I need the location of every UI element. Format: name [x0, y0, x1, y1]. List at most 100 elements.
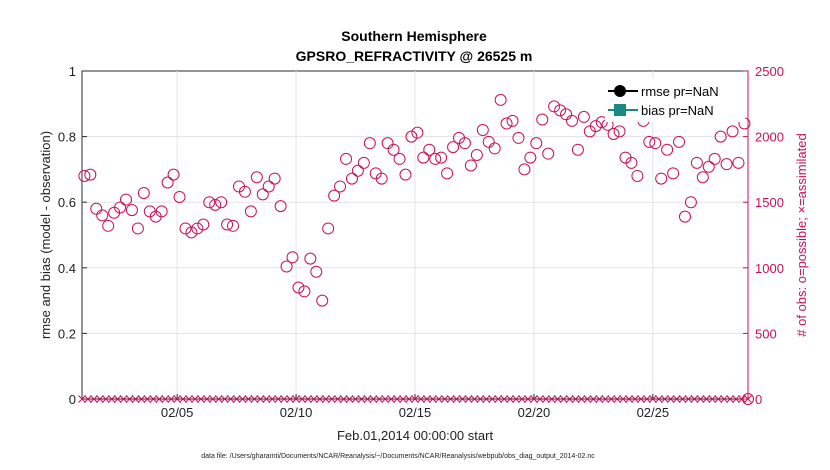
x-stroke [625, 395, 633, 403]
assimilated-point [464, 395, 473, 403]
y-tick-label-right: 0 [755, 392, 762, 407]
possible-point [607, 127, 620, 140]
assimilated-point [726, 395, 735, 403]
x-stroke [268, 395, 277, 403]
possible-point [250, 171, 263, 184]
x-stroke [666, 395, 675, 403]
assimilated-point [595, 395, 604, 403]
assimilated-point [678, 395, 687, 403]
assimilated-point [577, 395, 586, 403]
x-stroke [113, 395, 122, 403]
x-axis-ticks: 02/05 02/10 02/15 02/20 02/25 [161, 394, 669, 420]
x-stroke [316, 395, 324, 403]
possible-point [155, 205, 168, 218]
x-stroke [684, 395, 693, 403]
x-stroke [565, 395, 574, 403]
legend-bias-label: bias pr=NaN [641, 103, 714, 118]
possible-point [84, 168, 97, 181]
possible-point [316, 294, 329, 307]
assimilated-point [440, 395, 449, 403]
x-stroke [339, 395, 348, 403]
x-stroke [411, 395, 419, 403]
x-stroke [351, 395, 360, 403]
assimilated-point [226, 395, 235, 403]
x-stroke [720, 395, 729, 403]
possible-point [548, 100, 561, 113]
possible-point [268, 172, 281, 185]
assimilated-point [601, 395, 610, 403]
x-stroke [494, 395, 503, 403]
x-stroke [244, 395, 253, 403]
assimilated-point [351, 395, 360, 403]
assimilated-point [101, 395, 110, 403]
assimilated-point [262, 395, 271, 403]
assimilated-point [643, 395, 651, 403]
x-stroke [286, 395, 294, 403]
assimilated-point [208, 395, 217, 403]
x-stroke [167, 395, 176, 403]
possible-point [345, 172, 358, 185]
assimilated-point [173, 395, 181, 403]
assimilated-point [357, 395, 366, 403]
assimilated-point [399, 395, 407, 403]
assimilated-point [690, 395, 699, 403]
x-stroke [571, 395, 580, 403]
possible-point [696, 171, 709, 184]
right-axis-ticks: 0 500 1000 1500 2000 2500 [743, 64, 784, 407]
y-tick-label-right: 2500 [755, 64, 784, 79]
x-stroke [536, 395, 544, 403]
x-stroke [363, 395, 372, 403]
x-stroke [583, 395, 592, 403]
possible-point-end [742, 393, 754, 405]
x-stroke [524, 395, 532, 403]
x-stroke [137, 395, 146, 403]
assimilated-point [119, 395, 128, 403]
possible-series [78, 93, 751, 307]
assimilated-point [744, 395, 752, 403]
x-tick-label: 02/25 [637, 405, 670, 420]
x-stroke [131, 395, 140, 403]
assimilated-point [363, 395, 372, 403]
possible-point [244, 205, 257, 218]
possible-point [227, 219, 240, 232]
assimilated-point [131, 395, 140, 403]
assimilated-point [232, 395, 241, 403]
chart-subtitle: GPSRO_REFRACTIVITY @ 26525 m [296, 48, 533, 64]
x-tick-label: 02/05 [161, 405, 194, 420]
x-stroke [238, 395, 247, 403]
assimilated-point [708, 395, 717, 403]
possible-point [708, 152, 721, 165]
possible-point [137, 187, 150, 200]
assimilated-point [553, 395, 562, 403]
possible-point [322, 222, 335, 235]
x-stroke [280, 395, 289, 403]
possible-point [613, 125, 626, 138]
assimilated-point [446, 395, 455, 403]
x-stroke [197, 395, 205, 403]
x-stroke [637, 395, 645, 403]
x-stroke [482, 395, 491, 403]
x-stroke [78, 395, 86, 403]
x-stroke [220, 395, 229, 403]
assimilated-point [84, 395, 92, 403]
x-stroke [577, 395, 586, 403]
possible-point [262, 180, 275, 193]
x-stroke [690, 395, 699, 403]
x-stroke [226, 395, 235, 403]
assimilated-point [417, 395, 425, 403]
assimilated-point [476, 395, 485, 403]
assimilated-point [649, 395, 657, 403]
assimilated-point [244, 395, 253, 403]
assimilated-point [541, 395, 550, 403]
assimilated-point [286, 395, 294, 403]
legend: rmse pr=NaN bias pr=NaN [605, 78, 745, 122]
assimilated-point [524, 395, 532, 403]
x-stroke [179, 395, 187, 403]
x-stroke [292, 395, 300, 403]
possible-point [102, 219, 115, 232]
x-stroke [149, 395, 158, 403]
assimilated-point [369, 395, 378, 403]
x-stroke [541, 395, 550, 403]
x-stroke [155, 395, 164, 403]
assimilated-point [214, 395, 223, 403]
